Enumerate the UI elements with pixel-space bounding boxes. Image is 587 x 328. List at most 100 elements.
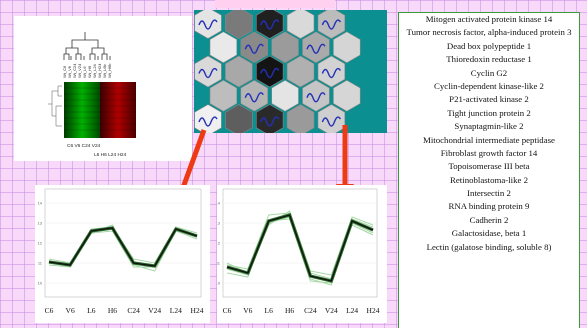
y-tick-label: 10	[38, 281, 43, 286]
som-panel	[194, 10, 387, 133]
gene-item: RNA binding protein 9	[448, 201, 530, 212]
gene-item: Topoisomerase III beta	[448, 161, 530, 172]
svg-text:Wt_L6b: Wt_L6b	[102, 63, 107, 78]
som-hex	[317, 10, 346, 39]
gene-item: Cadherin 2	[469, 214, 509, 225]
som-wave	[244, 43, 264, 54]
tilted-sample-labels: Wt_C6 Wt_V6 Wt_C24 Wt_V24 Wt_L6 Wt_H6 Wt…	[62, 63, 112, 78]
gene-item: Mitochondrial intermediate peptidase	[423, 134, 555, 145]
svg-text:Wt_V24: Wt_V24	[77, 63, 82, 78]
heatmap-label-top: C6 V6 C24 V24	[67, 143, 101, 149]
som-hex	[302, 31, 330, 64]
y-tick-label: 13	[38, 221, 43, 226]
som-hex	[302, 79, 330, 112]
heatmap-label-bottom: L6 H6 L24 H24	[94, 152, 127, 158]
dendrogram	[63, 32, 111, 60]
y-tick-label: 11	[38, 261, 43, 266]
svg-text:Wt_H24: Wt_H24	[97, 63, 102, 78]
gene-item: Thioredoxin reductase 1	[446, 54, 532, 65]
som-wave	[321, 67, 341, 79]
som-hex	[286, 10, 315, 39]
gene-item: Tumor necrosis factor, alpha-induced pro…	[406, 27, 572, 38]
som-wave	[244, 92, 264, 103]
y-tick-label: 14	[217, 201, 221, 206]
profile-chart-left: 10 11 12 13 14 C6 V6 L6 H6 C24 V24 L24 H24	[35, 185, 210, 323]
x-tick-label: H24	[191, 306, 204, 315]
som-hex	[225, 104, 253, 133]
som-hex	[255, 55, 284, 88]
som-wave	[198, 116, 218, 127]
som-hex	[225, 10, 253, 39]
som-hex	[271, 79, 299, 112]
som-wave	[321, 116, 341, 127]
som-hex	[209, 79, 238, 112]
y-tick-label: 11	[217, 261, 221, 266]
som-wave	[306, 92, 326, 103]
gene-item: Intersectin 2	[467, 188, 511, 199]
gene-item: Mitogen activated protein kinase 14	[425, 14, 553, 24]
svg-text:Wt_V6: Wt_V6	[67, 65, 72, 78]
x-tick-label: V24	[325, 306, 338, 315]
x-tick-label: L24	[346, 306, 358, 315]
gene-item: Cyclin-dependent kinase-like 2	[434, 80, 544, 91]
som-hex	[194, 55, 222, 88]
y-tick-label: 13	[217, 221, 221, 226]
svg-text:Wt_C6: Wt_C6	[62, 65, 67, 78]
x-tick-label: L6	[87, 306, 96, 315]
profile-chart-right-svg: 10 11 12 13 14 C6 V6 L6 H6 C24 V24 L24 H24	[216, 188, 380, 315]
som-wave	[306, 43, 326, 54]
profile-chart-right: 10 11 12 13 14 C6 V6 L6 H6 C24 V24 L24 H24	[216, 185, 387, 323]
som-hex	[194, 104, 222, 133]
svg-text:Wt_H6b: Wt_H6b	[107, 63, 112, 78]
x-tick-label: V6	[66, 306, 75, 315]
som-hex	[194, 10, 222, 39]
x-tick-label: L6	[265, 306, 274, 315]
som-hex	[333, 31, 361, 64]
gene-list-panel: Mitogen activated protein kinase 14 Tumor…	[398, 12, 580, 328]
y-tick-label: 14	[38, 201, 43, 206]
som-hex	[255, 10, 284, 39]
som-hex	[333, 79, 361, 112]
row-dendrogram	[48, 85, 62, 127]
svg-text:Wt_H6: Wt_H6	[87, 65, 92, 78]
x-tick-label: H24	[367, 306, 380, 315]
y-tick-label: 12	[38, 241, 43, 246]
som-wave	[260, 67, 280, 79]
x-tick-label: C6	[45, 306, 54, 315]
som-hex	[240, 79, 268, 112]
gene-item: Tight junction protein 2	[447, 107, 531, 118]
mean-line	[226, 214, 374, 282]
som-wave	[260, 19, 280, 30]
som-hex	[240, 31, 268, 64]
svg-text:Wt_C24: Wt_C24	[72, 63, 77, 78]
gene-item: Galactosidase, beta 1	[451, 228, 527, 239]
gene-item: Retinoblastoma-like 2	[450, 174, 528, 185]
gene-item: Synaptagmin-like 2	[454, 121, 524, 132]
gene-item: Cyclin G2	[470, 67, 508, 78]
gene-list: Mitogen activated protein kinase 14 Tumor…	[399, 14, 579, 252]
x-tick-label: C24	[304, 306, 317, 315]
som-hex-grid	[194, 10, 361, 133]
mean-line-shadow	[48, 226, 198, 268]
x-tick-label: H6	[108, 306, 117, 315]
heatmap-figure: Wt_C6 Wt_V6 Wt_C24 Wt_V24 Wt_L6 Wt_H6 Wt…	[48, 32, 136, 158]
heatmap-panel: Wt_C6 Wt_V6 Wt_C24 Wt_V24 Wt_L6 Wt_H6 Wt…	[14, 16, 192, 161]
mean-line	[48, 227, 198, 267]
som-hex	[286, 104, 315, 133]
x-tick-label: H6	[285, 306, 294, 315]
x-tick-label: C24	[127, 306, 140, 315]
heatmap-red-block	[100, 82, 136, 138]
gene-item: Fibroblast growth factor 14	[440, 147, 538, 158]
top-banner	[215, 0, 335, 8]
profile-chart-left-svg: 10 11 12 13 14 C6 V6 L6 H6 C24 V24 L24 H24	[38, 188, 204, 315]
som-wave	[198, 67, 218, 79]
som-hex	[209, 31, 238, 64]
x-tick-label: L24	[170, 306, 182, 315]
som-hex	[225, 55, 253, 88]
heatmap-green-block	[64, 82, 100, 138]
gene-item: Lectin (galatose binding, soluble 8)	[426, 241, 552, 252]
som-hex	[255, 104, 284, 133]
y-tick-label: 10	[217, 281, 221, 286]
y-tick-label: 12	[217, 241, 221, 246]
x-tick-label: V24	[148, 306, 161, 315]
